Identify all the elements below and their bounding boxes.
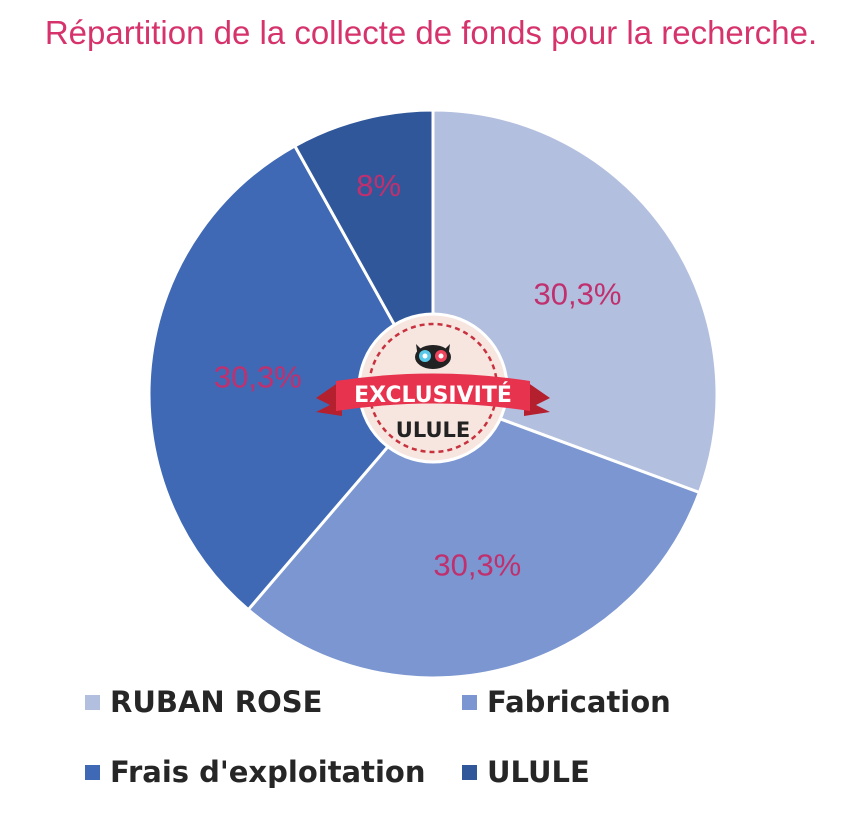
slice-label-1: 30,3%	[433, 547, 521, 582]
slice-label-2: 30,3%	[214, 359, 302, 394]
owl-icon	[415, 344, 451, 369]
pie-slice-1	[246, 392, 702, 680]
pie-slice-2	[147, 143, 435, 612]
badge-brand-text: ULULE	[396, 418, 470, 442]
ribbon-band	[336, 373, 530, 411]
pie-slices	[147, 108, 719, 680]
exclusivite-ulule-badge: EXCLUSIVITÉ ULULE	[316, 312, 550, 464]
badge-ribbon-text: EXCLUSIVITÉ	[354, 382, 512, 408]
ribbon-right-tail	[524, 380, 550, 416]
chart-title: Répartition de la collecte de fonds pour…	[44, 14, 818, 51]
ribbon-left-tail	[316, 380, 342, 416]
pie-slice-labels: 30,3% 30,3% 30,3% 8%	[214, 168, 622, 582]
slice-label-3: 8%	[356, 168, 401, 203]
slice-label-0: 30,3%	[534, 276, 622, 311]
